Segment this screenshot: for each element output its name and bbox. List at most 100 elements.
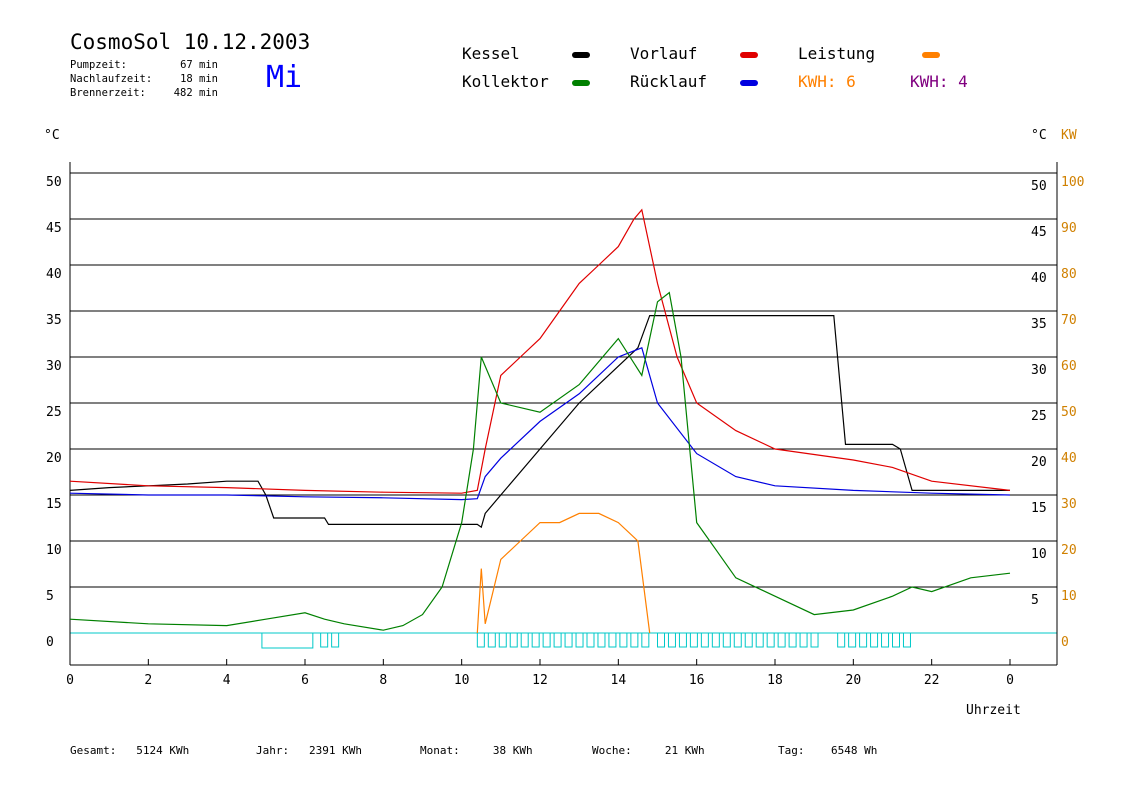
y-tick-label-power: 0 — [1061, 635, 1069, 650]
footer-monat: Monat: 38 KWh — [420, 744, 533, 757]
series-line-rcklauf — [69, 347, 1011, 501]
y-tick-label-left: 15 — [46, 497, 62, 512]
y-tick-label-left: 5 — [46, 589, 54, 604]
pump-status-tick — [848, 632, 857, 648]
y-tick-label-right: 20 — [1031, 455, 1047, 470]
x-tick-label: 2 — [144, 673, 152, 688]
y-tick-label-right: 45 — [1031, 225, 1047, 240]
x-tick-label: 0 — [66, 673, 74, 688]
x-tick-label: 4 — [223, 673, 231, 688]
y-axis-label-right: °C — [1031, 128, 1047, 143]
y-tick-label-power: 40 — [1061, 451, 1077, 466]
x-tick-label: 16 — [689, 673, 705, 688]
y-tick-label-right: 35 — [1031, 317, 1047, 332]
legend-swatch — [740, 80, 758, 86]
y-tick-label-right: 10 — [1031, 547, 1047, 562]
legend-swatch — [740, 52, 758, 58]
y-tick-label-power: 20 — [1061, 543, 1077, 558]
footer-tag: Tag: 6548 Wh — [778, 744, 878, 757]
y-tick-label-left: 40 — [46, 267, 62, 282]
pump-status-tick — [902, 632, 911, 648]
pump-status-tick — [870, 632, 879, 648]
y-tick-label-left: 35 — [46, 313, 62, 328]
y-tick-label-right: 30 — [1031, 363, 1047, 378]
runtime-stats: Pumpzeit: 67 min Nachlaufzeit: 18 min Bren… — [70, 58, 218, 100]
pump-status-tick — [619, 632, 628, 648]
pump-status-tick — [689, 632, 698, 648]
x-tick-label: 0 — [1006, 673, 1014, 688]
y-tick-label-right: 50 — [1031, 179, 1047, 194]
x-tick-label: 8 — [379, 673, 387, 688]
pump-status-tick — [678, 632, 687, 648]
y-tick-label-power: 90 — [1061, 221, 1077, 236]
legend-kollektor: Kollektor — [462, 72, 590, 91]
footer-jahr: Jahr: 2391 KWh — [256, 744, 362, 757]
legend-kessel: Kessel — [462, 44, 590, 63]
y-tick-label-left: 10 — [46, 543, 62, 558]
pump-status-tick — [331, 632, 340, 648]
x-tick-label: 12 — [532, 673, 548, 688]
x-tick-label: 14 — [611, 673, 627, 688]
pump-status-tick — [799, 632, 808, 648]
pump-status-tick — [881, 632, 890, 648]
x-tick-label: 6 — [301, 673, 309, 688]
y-tick-label-right: 5 — [1031, 593, 1039, 608]
pump-status-tick — [487, 632, 496, 648]
pump-status-tick — [586, 632, 595, 648]
footer-woche: Woche: 21 KWh — [592, 744, 705, 757]
legend-swatch — [922, 52, 940, 58]
y-tick-label-power: 10 — [1061, 589, 1077, 604]
series-line-vorlauf — [69, 208, 1011, 494]
pump-status-tick — [810, 632, 819, 648]
y-axis-label-power: KW — [1061, 128, 1077, 143]
kwh-leistung: KWH: 6 — [798, 72, 856, 91]
y-tick-label-power: 70 — [1061, 313, 1077, 328]
footer-gesamt: Gesamt: 5124 KWh — [70, 744, 190, 757]
y-tick-label-right: 25 — [1031, 409, 1047, 424]
stat-row: Brennerzeit: 482 min — [70, 87, 218, 99]
y-tick-label-right: 40 — [1031, 271, 1047, 286]
pump-status-tick — [608, 632, 617, 648]
legend-vorlauf: Vorlauf — [630, 44, 758, 63]
pump-status-tick — [553, 632, 562, 648]
pump-status-tick — [630, 632, 639, 648]
legend-leistung: Leistung — [798, 44, 940, 63]
pump-status-tick — [722, 632, 731, 648]
y-tick-label-left: 50 — [46, 175, 62, 190]
pump-status-tick — [744, 632, 753, 648]
pump-status-tick — [575, 632, 584, 648]
pump-status-tick — [777, 632, 786, 648]
pump-status-tick — [509, 632, 518, 648]
x-tick-label: 18 — [767, 673, 783, 688]
pump-status-tick — [641, 632, 650, 648]
pump-status-tick — [564, 632, 573, 648]
pump-status-tick — [733, 632, 742, 648]
legend-ruecklauf: Rücklauf — [630, 72, 758, 91]
pump-status-tick — [766, 632, 775, 648]
y-tick-label-power: 50 — [1061, 405, 1077, 420]
pump-status-tick — [711, 632, 720, 648]
pump-status-tick — [700, 632, 709, 648]
y-tick-label-left: 0 — [46, 635, 54, 650]
x-tick-label: 22 — [924, 673, 940, 688]
series-line-kessel — [69, 315, 1010, 529]
chart-title: CosmoSol 10.12.2003 — [70, 30, 311, 54]
pump-status-tick — [667, 632, 676, 648]
pump-status-tick — [859, 632, 868, 648]
pump-status-tick — [892, 632, 900, 648]
y-tick-label-left: 25 — [46, 405, 62, 420]
pump-status-tick — [320, 632, 329, 648]
kwh-secondary: KWH: 4 — [910, 72, 968, 91]
pump-status-tick — [498, 632, 507, 648]
pump-status-tick — [531, 632, 540, 648]
pump-status-tick — [542, 632, 551, 648]
legend-swatch — [572, 80, 590, 86]
y-tick-label-power: 60 — [1061, 359, 1077, 374]
series-line-leistung — [476, 512, 651, 634]
pump-status-tick — [597, 632, 606, 648]
pump-status-block — [261, 632, 314, 649]
stat-row: Pumpzeit: 67 min — [70, 59, 218, 71]
weekday-label: Mi — [266, 60, 303, 95]
y-tick-label-left: 30 — [46, 359, 62, 374]
legend-swatch — [572, 52, 590, 58]
